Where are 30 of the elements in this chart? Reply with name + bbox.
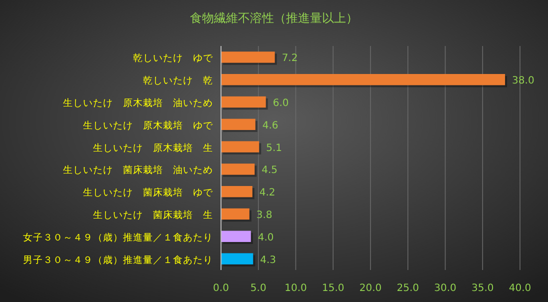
x-tick-label: 0.0 — [213, 283, 229, 294]
y-tick-label: 生しいたけ 菌床栽培 生 — [93, 209, 213, 221]
x-tick-label: 30.0 — [434, 283, 456, 294]
x-tick-label: 20.0 — [359, 283, 382, 294]
y-tick-label: 乾しいたけ 乾 — [143, 74, 213, 87]
x-tick-label: 35.0 — [471, 283, 494, 294]
y-tick-label: 生しいたけ 原木栽培 油いため — [63, 97, 213, 109]
x-tick-label: 15.0 — [322, 283, 344, 294]
x-tick-label: 25.0 — [396, 283, 420, 294]
y-tick-label: 生しいたけ 原木栽培 ゆで — [83, 119, 214, 132]
y-tick-label: 生しいたけ 原木栽培 生 — [93, 142, 213, 154]
chart-title: 食物繊維不溶性（推進量以上） — [190, 11, 358, 25]
data-label: 3.8 — [256, 210, 272, 221]
data-label: 4.3 — [260, 254, 276, 266]
y-tick-label: 乾しいたけ ゆで — [133, 52, 214, 64]
data-label: 4.6 — [262, 120, 278, 132]
y-tick-label: 生しいたけ 菌床栽培 油いため — [63, 164, 213, 176]
data-label: 4.0 — [258, 232, 274, 244]
data-label: 7.2 — [282, 53, 298, 64]
x-tick-label: 5.0 — [250, 283, 266, 294]
data-label: 6.0 — [272, 98, 289, 109]
data-label: 5.1 — [266, 142, 282, 154]
y-tick-label: 男子３０～４９（歳）推進量／１食あたり — [23, 254, 213, 266]
x-tick-label: 40.0 — [508, 283, 532, 294]
x-tick-label: 10.0 — [284, 283, 307, 294]
y-tick-label: 女子３０～４９（歳）推進量／１食あたり — [23, 231, 213, 244]
y-tick-label: 生しいたけ 菌床栽培 ゆで — [83, 186, 214, 199]
data-label: 4.2 — [259, 188, 276, 199]
data-label: 4.5 — [262, 165, 278, 176]
data-label: 38.0 — [512, 76, 534, 87]
